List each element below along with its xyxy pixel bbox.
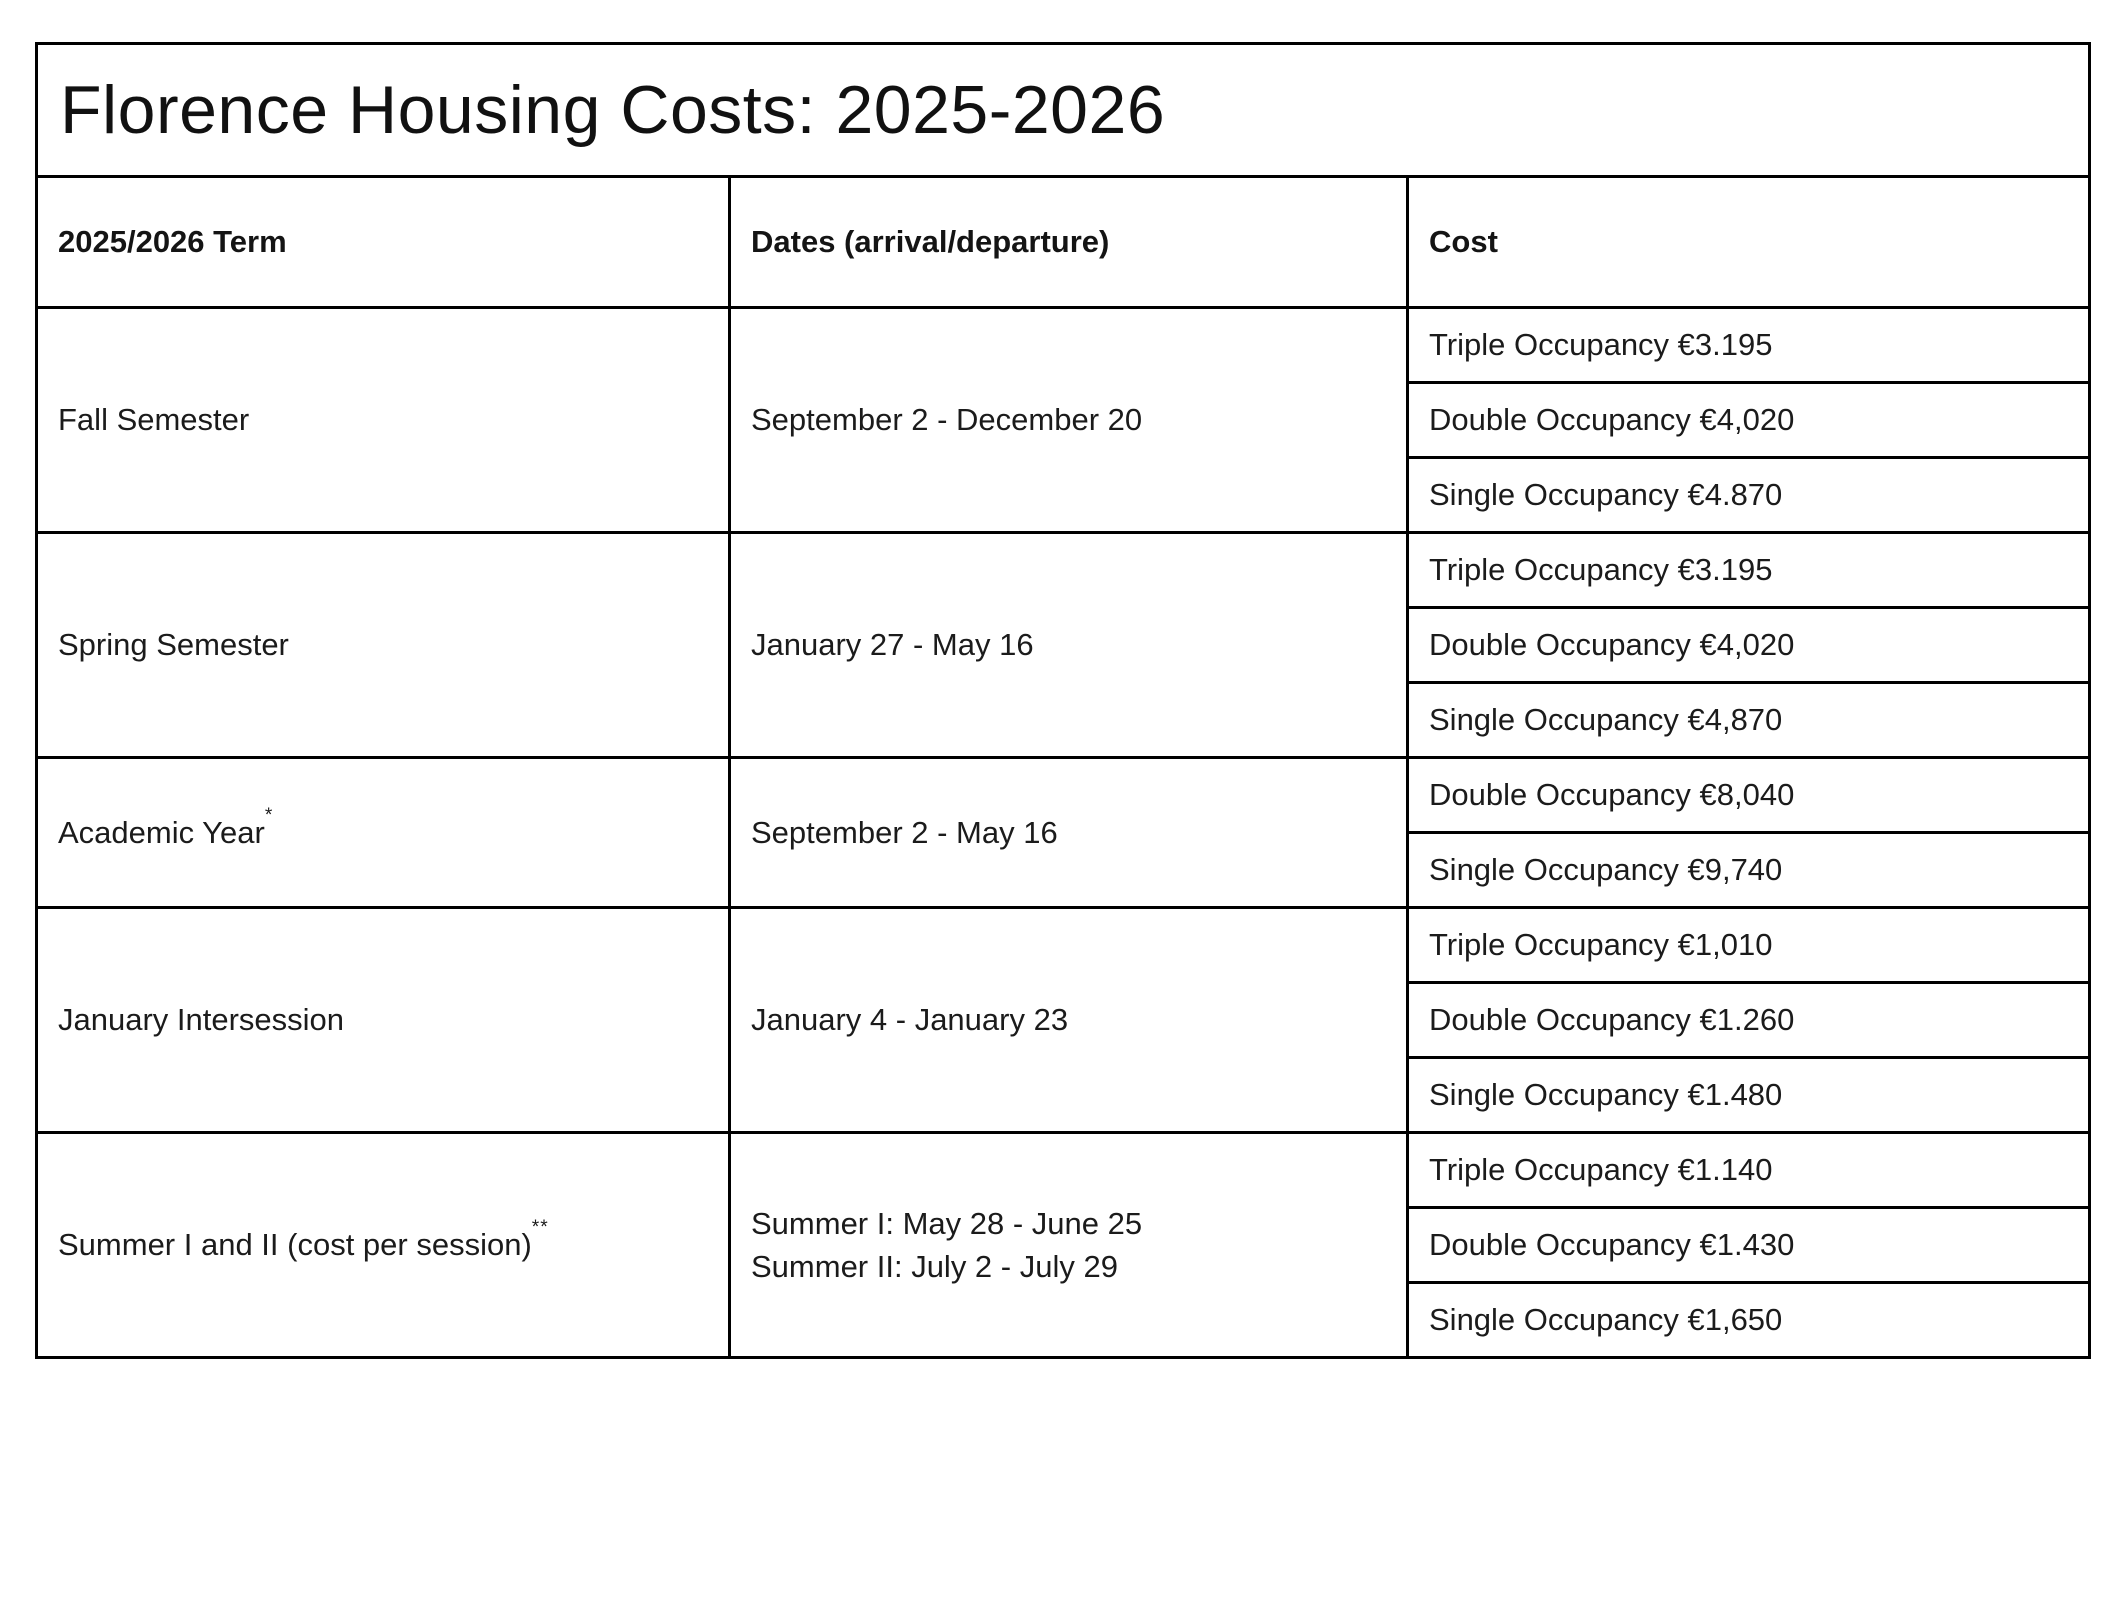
term-label: Academic Year — [58, 814, 265, 850]
cost-cell: Double Occupancy €4,020 — [1406, 381, 2091, 459]
cost-cell: Single Occupancy €1.480 — [1406, 1056, 2091, 1134]
dates-cell-january-intersession: January 4 - January 23 — [728, 906, 1409, 1134]
cost-cell: Triple Occupancy €1,010 — [1406, 906, 2091, 984]
table-row: Double Occupancy €4,020 — [37, 606, 2091, 684]
term-cell-january-intersession: January Intersession — [35, 906, 731, 1134]
term-cell-academic-year: Academic Year* — [35, 756, 731, 909]
table-row: Single Occupancy €4,870 — [37, 681, 2091, 759]
cost-cell: Single Occupancy €4,870 — [1406, 681, 2091, 759]
cost-cell: Triple Occupancy €3.195 — [1406, 306, 2091, 384]
cost-cell: Single Occupancy €4.870 — [1406, 456, 2091, 534]
table-row: Single Occupancy €1,650 — [37, 1281, 2091, 1359]
table-row: Double Occupancy €4,020 — [37, 381, 2091, 459]
date-line: January 27 - May 16 — [751, 627, 1034, 663]
term-cell-summer: Summer I and II (cost per session)** — [35, 1131, 731, 1359]
cost-cell: Triple Occupancy €1.140 — [1406, 1131, 2091, 1209]
page-title: Florence Housing Costs: 2025-2026 — [35, 42, 2091, 178]
date-line: Summer II: July 2 - July 29 — [751, 1249, 1118, 1284]
dates-cell-academic-year: September 2 - May 16 — [728, 756, 1409, 909]
term-label: Fall Semester — [58, 402, 250, 438]
title-row: Florence Housing Costs: 2025-2026 — [35, 42, 2091, 178]
date-line: January 4 - January 23 — [751, 1002, 1069, 1038]
header-term: 2025/2026 Term — [35, 175, 731, 309]
cost-cell: Double Occupancy €4,020 — [1406, 606, 2091, 684]
cost-cell: Double Occupancy €1.430 — [1406, 1206, 2091, 1284]
cost-cell: Double Occupancy €1.260 — [1406, 981, 2091, 1059]
date-line: Summer I: May 28 - June 25 — [751, 1205, 1143, 1241]
table-row: Summer I and II (cost per session)** Sum… — [35, 1131, 2091, 1359]
term-label: January Intersession — [58, 1002, 345, 1038]
dates-cell-spring: January 27 - May 16 — [728, 531, 1409, 759]
table-row: Double Occupancy €1.430 — [37, 1206, 2091, 1284]
footnote-marker: * — [264, 804, 274, 826]
cost-cell: Double Occupancy €8,040 — [1406, 756, 2091, 834]
table-row: Single Occupancy €1.480 — [37, 1056, 2091, 1134]
cost-cell: Single Occupancy €1,650 — [1406, 1281, 2091, 1359]
term-label: Spring Semester — [58, 627, 289, 663]
table-row: Academic Year* September 2 - May 16 Doub… — [35, 756, 2091, 909]
header-dates: Dates (arrival/departure) — [728, 175, 1409, 309]
footnote-marker: ** — [531, 1217, 549, 1239]
table-row: Double Occupancy €1.260 — [37, 981, 2091, 1059]
table-row: January Intersession January 4 - January… — [35, 906, 2091, 1134]
date-line: September 2 - December 20 — [751, 402, 1143, 438]
housing-costs-table: Florence Housing Costs: 2025-2026 2025/2… — [35, 42, 2091, 1359]
cost-cell: Single Occupancy €9,740 — [1406, 831, 2091, 909]
cost-cell: Triple Occupancy €3.195 — [1406, 531, 2091, 609]
date-line: September 2 - May 16 — [751, 814, 1058, 850]
term-cell-fall: Fall Semester — [35, 306, 731, 534]
header-cost: Cost — [1406, 175, 2091, 309]
dates-cell-fall: September 2 - December 20 — [728, 306, 1409, 534]
table-row: Single Occupancy €9,740 — [37, 831, 2091, 909]
table-row: Spring Semester January 27 - May 16 Trip… — [35, 531, 2091, 759]
table-row: Fall Semester September 2 - December 20 … — [35, 306, 2091, 534]
dates-cell-summer: Summer I: May 28 - June 25 Summer II: Ju… — [728, 1131, 1409, 1359]
term-cell-spring: Spring Semester — [35, 531, 731, 759]
table-row: Single Occupancy €4.870 — [37, 456, 2091, 534]
term-label: Summer I and II (cost per session) — [58, 1227, 532, 1263]
table-header-row: 2025/2026 Term Dates (arrival/departure)… — [35, 175, 2091, 309]
